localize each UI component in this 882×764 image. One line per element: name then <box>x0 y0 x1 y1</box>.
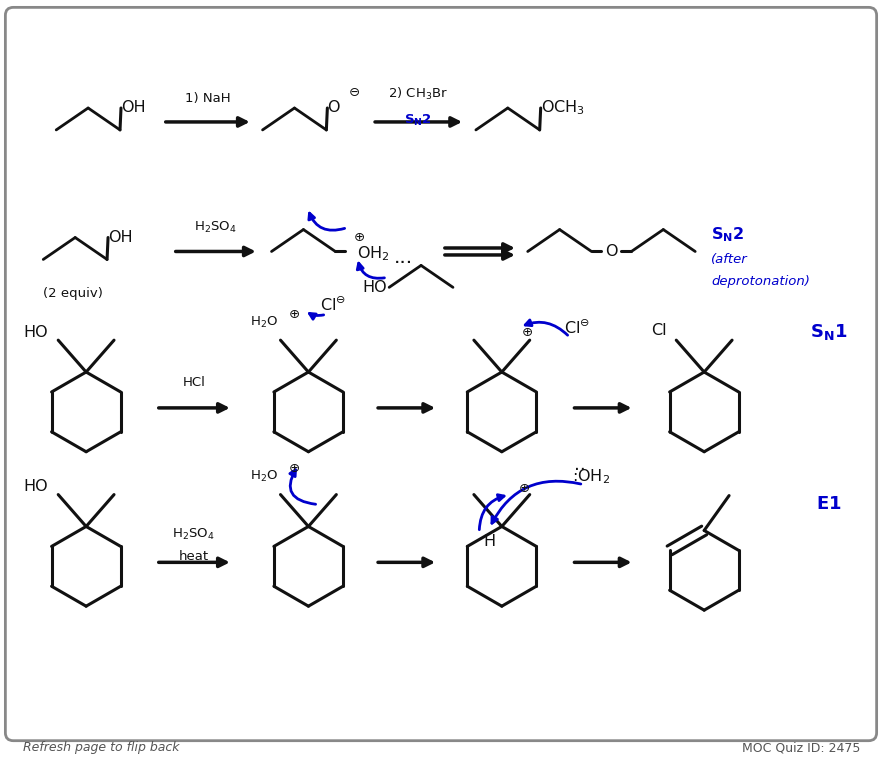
Text: HCl: HCl <box>183 375 206 389</box>
FancyBboxPatch shape <box>5 8 877 740</box>
Text: (after: (after <box>711 253 748 266</box>
Text: H: H <box>483 534 496 549</box>
Text: heat: heat <box>179 550 209 563</box>
Text: Refresh page to flip back: Refresh page to flip back <box>23 741 180 754</box>
Text: HO: HO <box>24 325 49 340</box>
Text: Cl$^{\ominus}$: Cl$^{\ominus}$ <box>564 318 589 336</box>
Text: $\oplus$: $\oplus$ <box>288 462 301 475</box>
Text: OH: OH <box>108 230 132 245</box>
Text: HO: HO <box>24 479 49 494</box>
Text: $\ominus$: $\ominus$ <box>348 86 360 99</box>
Text: OH$_2$: OH$_2$ <box>357 244 390 263</box>
Text: $\mathbf{E1}$: $\mathbf{E1}$ <box>816 494 841 513</box>
Text: 2) CH$_3$Br: 2) CH$_3$Br <box>388 86 448 102</box>
Text: OCH$_3$: OCH$_3$ <box>541 99 585 118</box>
Text: ...: ... <box>393 248 413 267</box>
Text: HO: HO <box>363 280 387 295</box>
Text: deprotonation): deprotonation) <box>711 275 810 288</box>
Text: $\mathbf{S_N2}$: $\mathbf{S_N2}$ <box>711 225 744 244</box>
Text: :OH$_2$: :OH$_2$ <box>572 468 610 486</box>
Text: $\mathbf{S_N2}$: $\mathbf{S_N2}$ <box>404 112 432 128</box>
Text: O: O <box>605 244 617 259</box>
Text: $\oplus$: $\oplus$ <box>518 482 530 495</box>
Text: ..: .. <box>573 455 586 474</box>
Text: $\oplus$: $\oplus$ <box>520 325 533 338</box>
Text: Cl$^{\ominus}$: Cl$^{\ominus}$ <box>320 295 347 313</box>
Text: H$_2$SO$_4$: H$_2$SO$_4$ <box>194 220 237 235</box>
Text: MOC Quiz ID: 2475: MOC Quiz ID: 2475 <box>743 741 861 754</box>
Text: H$_2$O: H$_2$O <box>250 315 279 330</box>
Text: Cl: Cl <box>651 322 666 338</box>
Text: H$_2$O: H$_2$O <box>250 469 279 484</box>
Text: (2 equiv): (2 equiv) <box>43 286 103 299</box>
Text: H$_2$SO$_4$: H$_2$SO$_4$ <box>173 527 215 542</box>
Text: O: O <box>327 101 340 115</box>
Text: OH: OH <box>121 101 146 115</box>
Text: $\oplus$: $\oplus$ <box>288 308 301 321</box>
Text: 1) NaH: 1) NaH <box>185 92 230 105</box>
Text: $\mathbf{S_N1}$: $\mathbf{S_N1}$ <box>810 322 848 342</box>
Text: $\oplus$: $\oplus$ <box>354 231 365 244</box>
